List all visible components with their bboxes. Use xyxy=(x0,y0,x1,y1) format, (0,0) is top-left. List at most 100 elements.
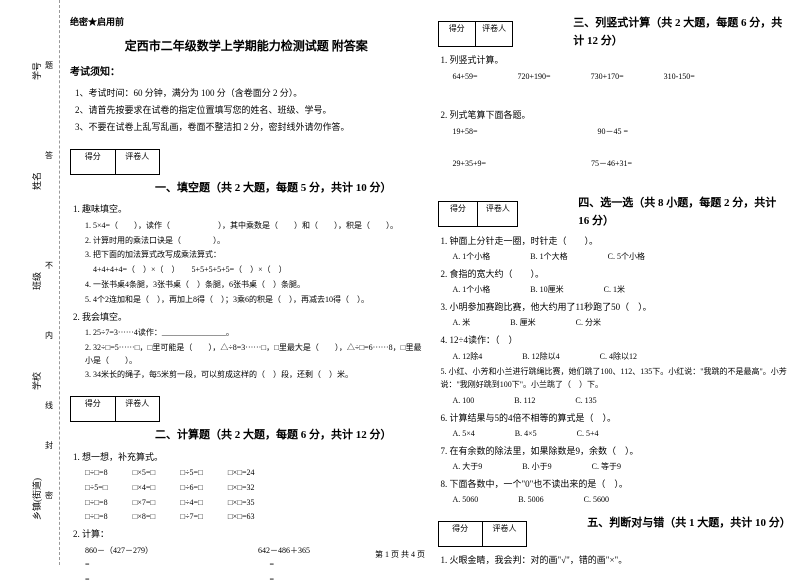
q1-2: 2. 计算时用的乘法口诀是（ ）。 xyxy=(70,235,423,248)
q1-5: 5. 4个2连加和是（ ），再加上8得（ ）；3乘6的积是（ ），再减去10得（… xyxy=(70,294,423,307)
hint-in: 内 xyxy=(45,330,53,341)
o: A. 米 xyxy=(453,317,471,330)
secret-tag: 绝密★启用前 xyxy=(70,15,423,29)
o: C. 1米 xyxy=(604,284,625,297)
q3-title: 1. 想一想，补充算式。 xyxy=(70,450,423,464)
q1-1: 1. 5×4=（ ），读作（ ），其中乘数是（ ）和（ ），积是（ ）。 xyxy=(70,220,423,233)
content-area: 绝密★启用前 定西市二年级数学上学期能力检测试题 附答案 考试须知： 1、考试时… xyxy=(60,0,800,565)
o: A. 大于9 xyxy=(453,461,483,474)
o: C. 分米 xyxy=(576,317,601,330)
hint-q: 题 xyxy=(45,60,53,71)
o: A. 5060 xyxy=(453,494,479,507)
page-container: 乡镇(街道) 学校 班级 姓名 学号 密 封 线 内 不 答 题 绝密★启用前 … xyxy=(0,0,800,565)
score-label-4: 得分 xyxy=(439,202,479,226)
o: C. 等于9 xyxy=(592,461,621,474)
hint-seal2: 封 xyxy=(45,440,53,451)
o: B. 4×5 xyxy=(515,428,537,441)
q3-row1: □÷□=8 □×5=□ □÷5=□ □×□=24 xyxy=(70,467,423,480)
q4-eq2: = = xyxy=(70,574,423,587)
hint-seal: 密 xyxy=(45,490,53,501)
c: □÷□=8 xyxy=(85,467,108,480)
q3-row4: □÷□=8 □×8=□ □÷7=□ □×□=63 xyxy=(70,511,423,524)
notice-1: 1、考试时间：60 分钟，满分为 100 分（含卷面分 2 分）。 xyxy=(70,86,423,100)
score-label-2: 得分 xyxy=(71,397,116,421)
score-section-1: 得分 评卷人 xyxy=(70,143,423,178)
c: □×□=24 xyxy=(228,467,255,480)
score-label-5: 得分 xyxy=(439,522,483,546)
c: □×5=□ xyxy=(133,467,156,480)
q3-row3: □÷□=8 □×7=□ □÷4=□ □×□=35 xyxy=(70,497,423,510)
notice-title: 考试须知： xyxy=(70,65,423,81)
q5-row: 64+59= 720+190= 730+170= 310-150= xyxy=(438,71,791,84)
section-2-title: 二、计算题（共 2 大题，每题 6 分，共计 12 分） xyxy=(155,427,423,445)
o: B. 112 xyxy=(514,395,535,408)
c: 860－（427－279） xyxy=(85,545,153,558)
eq: = xyxy=(270,574,275,587)
q2-3: 3. 34米长的绳子，每5米剪一段，可以剪成这样的（ ）段，还剩（ ）米。 xyxy=(70,369,423,382)
eq: = xyxy=(85,574,90,587)
q7-2-opts: A. 1个小格 B. 10厘米 C. 1米 xyxy=(438,284,791,297)
reviewer-label-3: 评卷人 xyxy=(476,22,512,46)
exam-title: 定西市二年级数学上学期能力检测试题 附答案 xyxy=(70,37,423,56)
q7-6: 6. 计算结果与5的4倍不相等的算式是（ ）。 xyxy=(438,411,791,425)
o: B. 小于9 xyxy=(522,461,551,474)
section-3-title: 三、列竖式计算（共 2 大题，每题 6 分，共计 12 分） xyxy=(573,15,790,50)
score-box: 得分 评卷人 xyxy=(70,149,160,175)
section-1-title: 一、填空题（共 2 大题，每题 5 分，共计 10 分） xyxy=(155,180,423,198)
q6-row1: 19+58= 90－45 = xyxy=(438,126,791,139)
hint-no: 不 xyxy=(45,260,53,271)
q4-row: 860－（427－279） 642－486＋365 xyxy=(70,545,423,558)
c: 90－45 = xyxy=(598,126,629,139)
score-box-5: 得分 评卷人 xyxy=(438,521,528,547)
o: A. 12除4 xyxy=(453,351,483,364)
q6-title: 2. 列式笔算下面各题。 xyxy=(438,108,791,122)
field-class: 班级 xyxy=(30,272,43,290)
q6-row2: 29+35+9= 75－46+31= xyxy=(438,158,791,171)
o: A. 5×4 xyxy=(453,428,475,441)
score-box-2: 得分 评卷人 xyxy=(70,396,160,422)
c: □×7=□ xyxy=(133,497,156,510)
q2-1: 1. 25÷7=3······4读作：________________。 xyxy=(70,327,423,340)
c: □÷4=□ xyxy=(180,497,203,510)
eq: = xyxy=(85,559,90,572)
q7-4-opts: A. 12除4 B. 12除以4 C. 4除以12 xyxy=(438,351,791,364)
q3-row2: □÷5=□ □×4=□ □÷6=□ □×□=32 xyxy=(70,482,423,495)
reviewer-label: 评卷人 xyxy=(116,150,160,174)
left-column: 绝密★启用前 定西市二年级数学上学期能力检测试题 附答案 考试须知： 1、考试时… xyxy=(70,15,423,560)
score-section-5: 得分 评卷人 五、判断对与错（共 1 大题，共计 10 分） xyxy=(438,515,791,550)
hint-ans: 答 xyxy=(45,150,53,161)
reviewer-label-5: 评卷人 xyxy=(483,522,526,546)
q4-title: 2. 计算： xyxy=(70,527,423,541)
c: 730+170= xyxy=(591,71,624,84)
q1-3b: 4+4+4+4=（ ）×（ ） 5+5+5+5+5=（ ）×（ ） xyxy=(70,264,423,277)
c: 720+190= xyxy=(518,71,551,84)
hint-line: 线 xyxy=(45,400,53,411)
o: A. 1个小格 xyxy=(453,251,491,264)
field-id: 学号 xyxy=(30,62,43,80)
o: B. 5006 xyxy=(518,494,543,507)
q7-2: 2. 食指的宽大约（ ）。 xyxy=(438,267,791,281)
notice-2: 2、请首先按要求在试卷的指定位置填写您的姓名、班级、学号。 xyxy=(70,103,423,117)
section-5-title: 五、判断对与错（共 1 大题，共计 10 分） xyxy=(587,515,790,533)
reviewer-label-4: 评卷人 xyxy=(478,202,517,226)
q1-4: 4. 一张书桌4条腿，3张书桌（ ）条腿，6张书桌（ ）条腿。 xyxy=(70,279,423,292)
c: 29+35+9= xyxy=(453,158,487,171)
o: C. 5个小格 xyxy=(608,251,645,264)
o: A. 1个小格 xyxy=(453,284,491,297)
score-box-3: 得分 评卷人 xyxy=(438,21,514,47)
c: □×□=63 xyxy=(228,511,255,524)
c: □×□=35 xyxy=(228,497,255,510)
c: □÷5=□ xyxy=(85,482,108,495)
q8: 1. 火眼金睛，我会判：对的画"√"，错的画"×"。 xyxy=(438,553,791,567)
o: C. 5+4 xyxy=(577,428,599,441)
o: C. 4除以12 xyxy=(600,351,637,364)
score-box-4: 得分 评卷人 xyxy=(438,201,519,227)
field-township: 乡镇(街道) xyxy=(30,478,43,520)
c: □÷□=8 xyxy=(85,511,108,524)
binding-edge: 乡镇(街道) 学校 班级 姓名 学号 密 封 线 内 不 答 题 xyxy=(0,0,60,565)
c: □×4=□ xyxy=(133,482,156,495)
c: 19+58= xyxy=(453,126,478,139)
c: 75－46+31= xyxy=(591,158,632,171)
q7-3-opts: A. 米 B. 厘米 C. 分米 xyxy=(438,317,791,330)
q7-8-opts: A. 5060 B. 5006 C. 5600 xyxy=(438,494,791,507)
